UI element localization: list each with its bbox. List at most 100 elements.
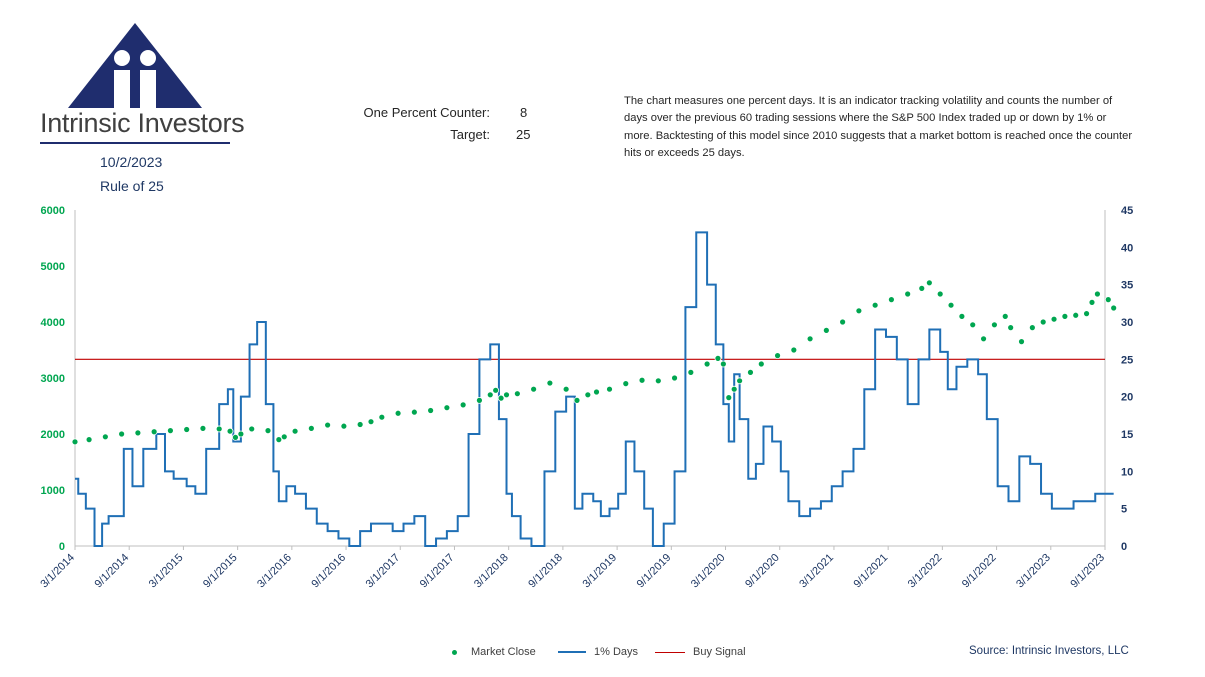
right-tick-label: 10: [1121, 466, 1133, 478]
market-close-point: [736, 377, 744, 385]
market-close-point: [584, 391, 592, 399]
market-close-point: [573, 396, 581, 404]
market-close-point: [980, 335, 987, 343]
market-close-point: [226, 427, 234, 435]
market-close-point: [199, 424, 207, 432]
x-tick-label: 3/1/2023: [1014, 552, 1053, 591]
left-tick-label: 5000: [41, 261, 65, 273]
market-close-point: [958, 312, 966, 320]
legend-buy-signal-marker: [655, 651, 685, 653]
market-close-point: [443, 404, 451, 412]
market-close-point: [839, 318, 847, 326]
market-close-point: [183, 426, 191, 433]
left-tick-label: 2000: [41, 429, 65, 441]
market-close-point: [1028, 324, 1036, 332]
x-tick-label: 9/1/2014: [93, 552, 132, 591]
market-close-point: [725, 394, 733, 402]
legend-market-close-label: Market Close: [471, 646, 536, 658]
right-tick-label: 35: [1121, 280, 1133, 292]
market-close-point: [871, 301, 879, 309]
x-tick-label: 3/1/2019: [580, 552, 619, 591]
market-close-point: [324, 421, 332, 429]
x-tick-label: 3/1/2015: [147, 552, 186, 591]
x-tick-label: 3/1/2018: [472, 552, 511, 591]
market-close-point: [1001, 312, 1009, 320]
market-close-point: [1007, 324, 1015, 332]
market-close-point: [991, 321, 998, 329]
market-close-point: [367, 418, 375, 426]
market-close-point: [822, 326, 830, 334]
legend-buy-signal: Buy Signal: [655, 646, 746, 658]
right-tick-label: 45: [1121, 205, 1133, 217]
market-close-point: [215, 425, 223, 433]
market-close-point: [1039, 318, 1047, 326]
market-close-point: [340, 422, 348, 430]
x-tick-label: 9/1/2018: [526, 552, 565, 591]
market-close-point: [654, 377, 662, 385]
market-close-point: [703, 360, 711, 368]
market-close-point: [1110, 304, 1118, 312]
market-close-point: [486, 391, 494, 399]
counter-label: One Percent Counter:: [363, 105, 490, 120]
market-close-point: [1072, 311, 1080, 319]
market-close-point: [546, 379, 554, 387]
market-close-point: [167, 427, 174, 435]
market-close-point: [232, 433, 239, 441]
x-tick-label: 9/1/2019: [635, 552, 674, 591]
market-close-point: [291, 427, 299, 435]
market-close-point: [562, 385, 570, 393]
market-close-point: [237, 430, 245, 438]
market-close-point: [622, 380, 630, 388]
market-close-point: [1061, 312, 1069, 320]
x-tick-label: 3/1/2021: [797, 552, 836, 591]
x-tick-label: 3/1/2022: [906, 552, 945, 591]
x-tick-label: 3/1/2017: [364, 552, 403, 591]
market-close-point: [275, 436, 283, 444]
target-value: 25: [516, 127, 531, 142]
market-close-point: [757, 360, 765, 368]
market-close-point: [378, 413, 386, 421]
market-close-point: [476, 396, 483, 404]
market-close-point: [530, 385, 538, 393]
market-close-point: [606, 385, 613, 393]
market-close-point: [1104, 296, 1112, 304]
market-close-point: [918, 284, 926, 292]
left-tick-label: 6000: [41, 205, 65, 217]
market-close-point: [719, 360, 727, 368]
market-close-point: [459, 401, 467, 409]
market-close-point: [1088, 298, 1096, 306]
legend-days-label: 1% Days: [594, 646, 639, 658]
market-close-point: [356, 421, 364, 428]
market-close-point: [593, 388, 600, 396]
market-close-point: [264, 427, 272, 435]
report-subtitle: Rule of 25: [100, 178, 164, 194]
chart-description: The chart measures one percent days. It …: [624, 95, 1133, 160]
x-tick-label: 9/1/2023: [1068, 552, 1107, 591]
market-close-point: [730, 385, 738, 393]
x-tick-label: 3/1/2020: [689, 552, 728, 591]
market-close-point: [774, 352, 781, 360]
logo-text: Intrinsic Investors: [40, 108, 245, 138]
market-close-point: [687, 368, 695, 376]
right-tick-label: 15: [1121, 429, 1133, 441]
right-tick-label: 0: [1121, 541, 1127, 553]
target-label: Target:: [450, 127, 490, 142]
market-close-point: [947, 301, 955, 309]
one-percent-days-line: [75, 231, 1114, 547]
logo-underline: [40, 142, 230, 144]
counter-value: 8: [520, 105, 528, 120]
x-tick-label: 9/1/2017: [418, 552, 457, 591]
market-close-point: [248, 425, 256, 433]
left-tick-label: 0: [59, 541, 65, 553]
market-close-point: [1018, 338, 1025, 346]
x-tick-label: 9/1/2021: [852, 552, 891, 591]
market-close-point: [427, 407, 435, 414]
legend-days-marker: [558, 651, 586, 653]
x-tick-label: 9/1/2022: [960, 552, 999, 591]
market-close-point: [925, 279, 933, 287]
market-close-point: [101, 433, 109, 441]
market-close-point: [497, 394, 505, 402]
x-tick-label: 3/1/2016: [255, 552, 294, 591]
market-close-point: [904, 290, 912, 298]
